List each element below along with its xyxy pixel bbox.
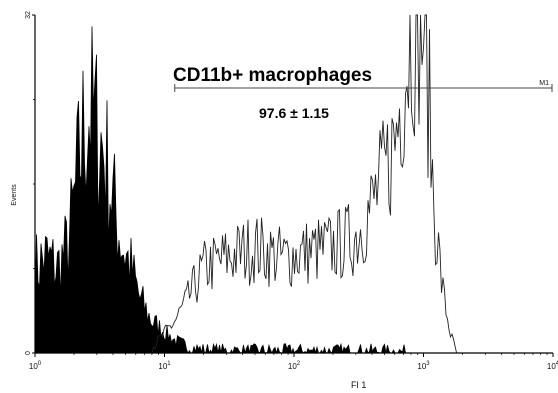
y-tick-label: 0 [25,351,32,355]
x-tick-label: 102 [288,361,301,371]
series-filled-histogram [34,26,411,355]
x-tick-label: 101 [158,361,171,371]
marker-gate: M1 [174,80,553,92]
x-ticks: 100 101 102 103 104 [29,353,558,371]
population-label: CD11b+ macrophages [173,65,372,86]
x-tick-label: 100 [29,361,42,371]
y-axis-label: Events [11,184,18,206]
series-outline-histogram [151,14,457,354]
x-tick-label: 103 [417,361,430,371]
x-tick-label: 104 [547,361,558,371]
plot-area [34,14,457,355]
y-tick-label: 32 [25,11,32,19]
marker-label: M1 [539,80,549,87]
y-ticks: 0 32 [25,11,35,355]
x-axis-label: FI 1 [351,380,367,390]
percentage-label: 97.6 ± 1.15 [259,105,329,121]
